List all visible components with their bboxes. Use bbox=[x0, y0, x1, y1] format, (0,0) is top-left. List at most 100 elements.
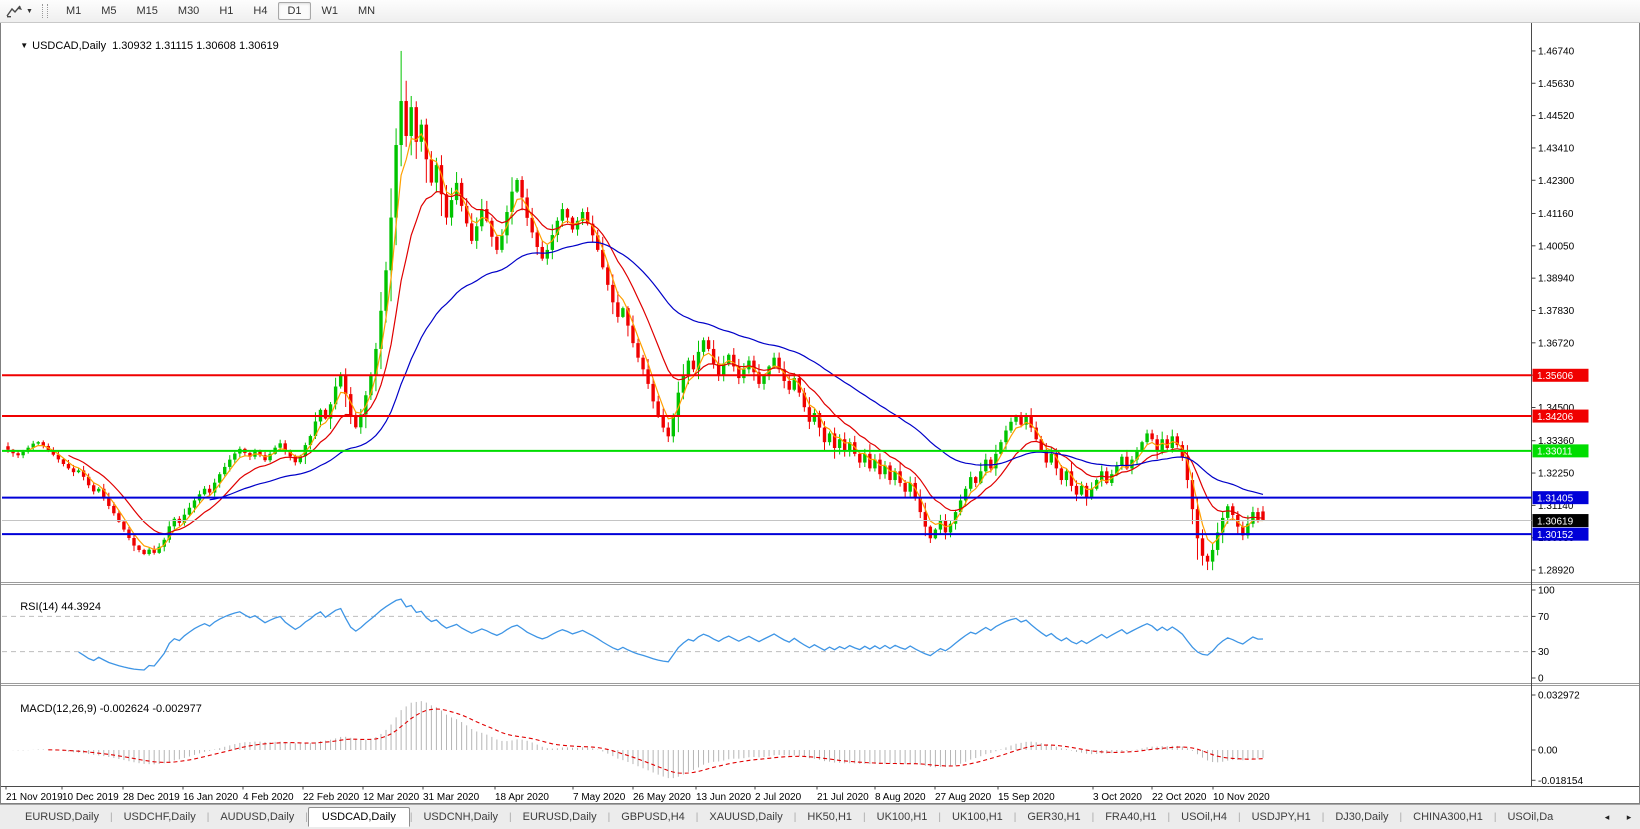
tab-separator: | bbox=[938, 811, 941, 823]
svg-text:7 May 2020: 7 May 2020 bbox=[573, 792, 626, 803]
tab-separator: | bbox=[509, 811, 512, 823]
rsi-label: RSI(14) 44.3924 bbox=[8, 589, 101, 625]
svg-text:4 Feb 2020: 4 Feb 2020 bbox=[243, 792, 294, 803]
svg-text:1.42300: 1.42300 bbox=[1538, 176, 1575, 187]
chart-tab-usdcnh-daily[interactable]: USDCNH,Daily bbox=[423, 811, 499, 823]
horizontal-level-lines[interactable] bbox=[2, 374, 1532, 536]
chart-tab-usdcad-daily[interactable]: USDCAD,Daily bbox=[307, 807, 410, 827]
tab-separator: | bbox=[607, 811, 611, 823]
svg-text:8 Aug 2020: 8 Aug 2020 bbox=[875, 792, 926, 803]
timeframe-button-h4[interactable]: H4 bbox=[253, 5, 268, 17]
svg-text:0.00: 0.00 bbox=[1538, 746, 1558, 757]
symbol-dropdown-icon[interactable]: ▼ bbox=[20, 41, 29, 50]
level-price-tag: 1.34206 bbox=[1532, 409, 1589, 423]
level-price-tag: 1.35606 bbox=[1532, 368, 1589, 382]
svg-text:26 May 2020: 26 May 2020 bbox=[633, 792, 691, 803]
tab-scroll-arrows: ◂ ▸ bbox=[1596, 805, 1640, 829]
timeframe-button-w1[interactable]: W1 bbox=[321, 5, 339, 17]
chart-tab-usoil-da[interactable]: USOil,Da bbox=[1507, 811, 1554, 823]
chart-tabs-bar: EURUSD,Daily | USDCHF,Daily | AUDUSD,Daily | U… bbox=[0, 804, 1640, 829]
timeframe-button-h1[interactable]: H1 bbox=[219, 5, 234, 17]
ma-slow-line bbox=[209, 241, 1264, 501]
chart-tab-china300-h1[interactable]: CHINA300,H1 bbox=[1413, 811, 1483, 823]
tab-separator: | bbox=[1238, 811, 1241, 823]
svg-text:1.41160: 1.41160 bbox=[1538, 209, 1574, 220]
svg-text:1.36720: 1.36720 bbox=[1538, 338, 1575, 349]
tab-separator: | bbox=[1493, 811, 1497, 823]
tab-separator: | bbox=[793, 811, 797, 823]
chevron-down-icon[interactable]: ▼ bbox=[26, 7, 33, 15]
chart-tab-fra40-h1[interactable]: FRA40,H1 bbox=[1105, 811, 1157, 823]
svg-text:1.30619: 1.30619 bbox=[1537, 516, 1574, 527]
chart-tab-dj30-daily[interactable]: DJ30,Daily bbox=[1335, 811, 1389, 823]
tab-separator: | bbox=[1091, 811, 1095, 823]
candles-layer bbox=[6, 50, 1265, 571]
bid-price-tag: 1.30619 bbox=[1532, 514, 1589, 527]
rsi-panel: 100 70 30 0 bbox=[2, 586, 1555, 685]
level-price-tag: 1.31405 bbox=[1532, 491, 1589, 504]
tab-scroll-left-button[interactable]: ◂ bbox=[1604, 811, 1610, 822]
svg-text:10 Dec 2019: 10 Dec 2019 bbox=[62, 792, 119, 803]
timeframe-button-mn[interactable]: MN bbox=[358, 5, 376, 17]
timeframe-button-d1[interactable]: D1 bbox=[278, 2, 311, 20]
svg-text:12 Mar 2020: 12 Mar 2020 bbox=[363, 792, 420, 803]
chart-tab-gbpusd-h4[interactable]: GBPUSD,H4 bbox=[621, 811, 685, 823]
timeframe-button-m30[interactable]: M30 bbox=[177, 5, 200, 17]
chart-tab-xauusd-daily[interactable]: XAUUSD,Daily bbox=[709, 811, 783, 823]
timeframe-button-m5[interactable]: M5 bbox=[101, 5, 117, 17]
svg-text:15 Sep 2020: 15 Sep 2020 bbox=[998, 792, 1055, 803]
chart-tab-uk100-h1[interactable]: UK100,H1 bbox=[876, 811, 928, 823]
chart-cursor-icon bbox=[6, 5, 22, 18]
toolbar-drag-handle[interactable] bbox=[41, 4, 48, 18]
svg-text:30: 30 bbox=[1538, 647, 1550, 658]
svg-text:27 Aug 2020: 27 Aug 2020 bbox=[935, 792, 992, 803]
chart-tab-ger30-h1[interactable]: GER30,H1 bbox=[1027, 811, 1081, 823]
chart-tab-uk100-h1[interactable]: UK100,H1 bbox=[952, 811, 1003, 823]
svg-text:22 Feb 2020: 22 Feb 2020 bbox=[303, 792, 360, 803]
svg-text:0.032972: 0.032972 bbox=[1538, 691, 1580, 702]
timeframe-button-m1[interactable]: M1 bbox=[65, 5, 82, 17]
svg-text:1.34500: 1.34500 bbox=[1538, 403, 1575, 414]
svg-text:1.30152: 1.30152 bbox=[1537, 530, 1574, 541]
svg-text:1.35606: 1.35606 bbox=[1537, 371, 1574, 382]
svg-text:21 Jul 2020: 21 Jul 2020 bbox=[817, 792, 869, 803]
tab-separator: | bbox=[1013, 811, 1017, 823]
svg-text:1.33011: 1.33011 bbox=[1537, 447, 1573, 458]
tab-separator: | bbox=[206, 811, 210, 823]
time-axis[interactable]: 21 Nov 2019 10 Dec 2019 28 Dec 2019 16 Jan … bbox=[5, 786, 1270, 804]
chart-tab-hk50-h1[interactable]: HK50,H1 bbox=[807, 811, 853, 823]
timeframe-button-m15[interactable]: M15 bbox=[136, 5, 158, 17]
svg-text:10 Nov 2020: 10 Nov 2020 bbox=[1213, 792, 1270, 803]
tab-separator: | bbox=[305, 811, 308, 823]
chart-tab-eurusd-daily[interactable]: EURUSD,Daily bbox=[522, 811, 597, 823]
svg-text:70: 70 bbox=[1538, 612, 1550, 623]
svg-text:22 Oct 2020: 22 Oct 2020 bbox=[1152, 792, 1207, 803]
tab-separator: | bbox=[1399, 811, 1403, 823]
svg-text:2 Jul 2020: 2 Jul 2020 bbox=[755, 792, 802, 803]
chart-tab-eurusd-daily[interactable]: EURUSD,Daily bbox=[25, 811, 99, 823]
chart-title: ▼ USDCAD,Daily 1.30932 1.31115 1.30608 1.3… bbox=[8, 28, 278, 64]
window-chrome bbox=[0, 22, 1640, 804]
svg-text:1.31405: 1.31405 bbox=[1537, 493, 1574, 504]
level-price-tag: 1.30152 bbox=[1532, 527, 1589, 541]
chart-tab-usoil-h4[interactable]: USOil,H4 bbox=[1181, 811, 1227, 823]
symbol-name: USDCAD,Daily bbox=[32, 40, 107, 52]
svg-text:1.45630: 1.45630 bbox=[1538, 79, 1575, 90]
tab-separator: | bbox=[109, 811, 113, 823]
svg-text:-0.018154: -0.018154 bbox=[1538, 776, 1583, 787]
macd-signal-line bbox=[48, 708, 1264, 774]
rsi-name: RSI(14) bbox=[20, 601, 59, 613]
svg-text:1.33360: 1.33360 bbox=[1538, 436, 1575, 447]
chart-tab-audusd-daily[interactable]: AUDUSD,Daily bbox=[220, 811, 295, 823]
svg-text:18 Apr 2020: 18 Apr 2020 bbox=[495, 792, 549, 803]
svg-text:28 Dec 2019: 28 Dec 2019 bbox=[123, 792, 180, 803]
svg-text:13 Jun 2020: 13 Jun 2020 bbox=[696, 792, 751, 803]
chart-tab-usdchf-daily[interactable]: USDCHF,Daily bbox=[123, 811, 196, 823]
tab-scroll-right-button[interactable]: ▸ bbox=[1626, 811, 1632, 822]
chart-cursor-button[interactable]: ▼ bbox=[0, 2, 37, 20]
chart-tab-usdjpy-h1[interactable]: USDJPY,H1 bbox=[1251, 811, 1311, 823]
chart-tabs: EURUSD,Daily | USDCHF,Daily | AUDUSD,Daily | U… bbox=[14, 807, 1564, 827]
svg-text:0: 0 bbox=[1538, 674, 1544, 685]
